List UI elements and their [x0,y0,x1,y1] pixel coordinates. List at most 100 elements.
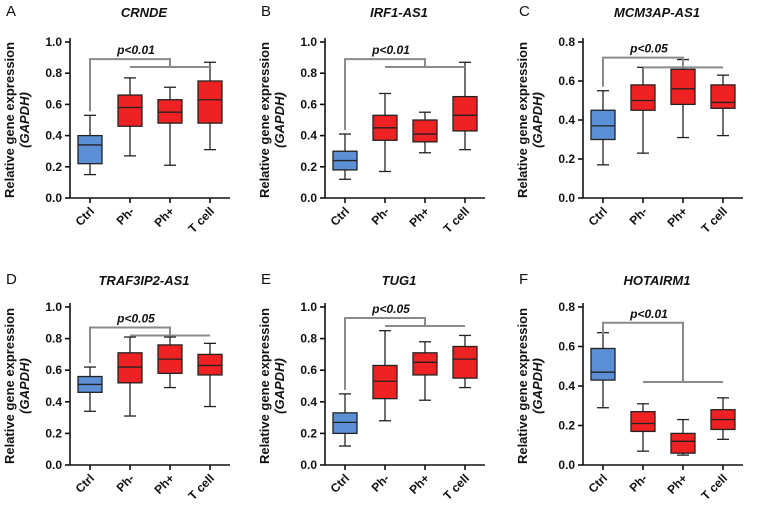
box-body [452,345,478,379]
y-tick-label: 0.6 [45,363,62,377]
x-tick-label: T cell [699,471,731,503]
box-body [117,352,143,384]
box-ph- [670,58,696,139]
p-value-label: p<0.01 [116,43,155,57]
y-tick-label: 0.8 [300,66,317,80]
box-t-cell [710,397,736,440]
x-tick-label: Ph- [114,471,138,495]
y-tick-label: 1.0 [300,35,317,49]
x-tick-label: T cell [441,204,473,236]
y-axis-sublabel: (GAPDH) [272,92,287,148]
y-axis-sublabel: (GAPDH) [272,358,287,414]
x-tick-label: Ph+ [151,204,177,230]
box-body [372,364,398,400]
y-tick-label: 0.2 [558,419,575,433]
x-tick-label: T cell [441,471,473,503]
sig-line-main [89,58,171,112]
x-tick-label: Ph+ [406,471,432,497]
y-tick-label: 1.0 [45,35,62,49]
panel-e: E TUG1 Relative gene expression (GAPDH) 0.0 0… [257,271,485,503]
y-tick-label: 0.0 [45,191,62,205]
panel-letter: A [6,3,16,20]
x-tick-label: Ctrl [586,204,611,229]
box-body [670,432,696,454]
sig-line-main [602,56,684,87]
panel-b: B IRF1-AS1 Relative gene expression (GAPDH)… [257,3,485,236]
y-tick-label: 0.0 [558,191,575,205]
x-tick-label: Ctrl [73,204,98,229]
x-tick-label: Ph+ [406,204,432,230]
y-tick-label: 1.0 [45,300,62,314]
p-value-label: p<0.01 [371,43,410,57]
box-t-cell [197,342,223,408]
y-tick-label: 0.0 [45,458,62,472]
y-tick-label: 0.6 [300,97,317,111]
box-t-cell [452,334,478,389]
y-tick-label: 0.8 [45,332,62,346]
p-value-label: p<0.05 [371,302,410,316]
box-ph- [372,330,398,422]
box-ctrl [77,114,103,176]
y-axis-label: Relative gene expression [515,42,530,198]
box-body [670,68,696,106]
y-tick-label: 0.0 [300,191,317,205]
y-axis-sublabel: (GAPDH) [530,358,545,414]
panel-letter: D [6,271,17,288]
y-axis-label: Relative gene expression [2,308,17,464]
box-ph- [157,336,183,389]
box-body [117,94,143,127]
y-axis-label: Relative gene expression [515,308,530,464]
box-ph- [372,92,398,173]
p-value-label: p<0.05 [629,42,668,56]
box-body [332,412,358,435]
y-tick-label: 0.6 [300,363,317,377]
significance-bracket: p<0.01 [344,43,465,131]
x-tick-label: Ph+ [664,471,690,497]
x-tick-label: T cell [699,204,731,236]
y-tick-label: 0.6 [558,74,575,88]
sig-line-main [344,58,426,131]
box-ph- [630,66,656,154]
chart-title: MCM3AP-AS1 [614,5,700,20]
box-ph- [412,111,438,154]
x-tick-label: Ctrl [328,471,353,496]
sig-line-main [602,321,684,383]
significance-bracket: p<0.01 [89,43,210,112]
y-tick-label: 0.8 [300,332,317,346]
sig-line-main [344,317,426,390]
y-tick-label: 0.4 [300,395,317,409]
box-body [590,347,616,381]
box-body [630,411,656,433]
x-tick-label: Ph- [369,471,393,495]
box-body [452,95,478,132]
p-value-label: p<0.05 [116,312,155,326]
y-tick-label: 0.4 [300,129,317,143]
x-tick-label: Ctrl [328,204,353,229]
panel-d: D TRAF3IP2-AS1 Relative gene expression (GA… [2,271,230,503]
p-value-label: p<0.01 [629,307,668,321]
box-ph- [412,341,438,401]
box-t-cell [452,61,478,151]
y-tick-label: 0.8 [45,66,62,80]
y-tick-label: 1.0 [300,300,317,314]
x-tick-label: Ctrl [73,471,98,496]
box-body [197,353,223,376]
significance-bracket: p<0.05 [344,302,465,390]
box-ctrl [332,393,358,447]
box-body [77,134,103,165]
panel-a: A CRNDE Relative gene expression (GAPDH) 0.0… [2,3,230,236]
box-ph- [117,77,143,157]
x-tick-label: Ph- [114,204,138,228]
x-tick-label: Ph+ [151,471,177,497]
box-body [412,352,438,376]
box-body [710,84,736,109]
panel-letter: F [519,271,528,288]
box-body [412,119,438,143]
significance-bracket: p<0.01 [602,307,723,384]
box-ph- [117,336,143,417]
y-tick-label: 0.2 [45,426,62,440]
x-tick-label: Ph- [627,204,651,228]
y-axis-label: Relative gene expression [257,42,272,198]
y-tick-label: 0.0 [300,458,317,472]
panel-letter: C [519,3,530,20]
